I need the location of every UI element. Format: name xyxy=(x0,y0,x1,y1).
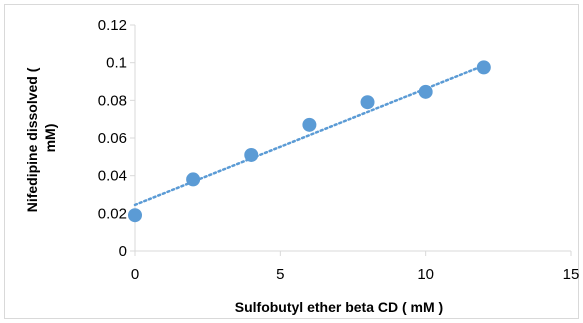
chart-area: 0 0.02 0.04 0.06 0.08 0.1 0.12 0 5 10 15 Sulfobut… xyxy=(4,4,579,319)
data-point xyxy=(128,208,142,223)
data-points xyxy=(128,60,491,223)
data-point xyxy=(418,84,433,99)
y-tick-label: 0.12 xyxy=(98,17,127,34)
x-tick-label: 5 xyxy=(276,266,284,283)
y-tick-label: 0.04 xyxy=(98,168,127,185)
y-tick-label: 0.1 xyxy=(106,55,127,72)
y-axis-title-line-1: Nifedipine dissolved ( xyxy=(24,67,40,212)
y-tick-label: 0.08 xyxy=(98,92,127,109)
trendline xyxy=(133,64,486,207)
x-tick-label: 15 xyxy=(563,266,580,283)
x-tick-label: 10 xyxy=(417,266,434,283)
data-point xyxy=(302,117,317,132)
scatter-chart: 0 0.02 0.04 0.06 0.08 0.1 0.12 0 5 10 15 Sulfobut… xyxy=(24,17,580,315)
data-point xyxy=(360,95,375,110)
y-tick-label: 0.02 xyxy=(98,205,127,222)
y-axis-ticks: 0 0.02 0.04 0.06 0.08 0.1 0.12 xyxy=(98,17,135,260)
data-point xyxy=(244,147,259,162)
x-axis-ticks: 0 5 10 15 xyxy=(131,251,580,283)
y-axis-title: Nifedipine dissolved ( mM) xyxy=(24,64,58,213)
y-tick-label: 0.06 xyxy=(98,130,127,147)
data-point xyxy=(186,172,201,187)
x-tick-label: 0 xyxy=(131,266,139,283)
x-axis-title: Sulfobutyl ether beta CD ( mM ) xyxy=(235,299,443,315)
data-point xyxy=(476,60,491,75)
y-tick-label: 0 xyxy=(119,243,127,260)
y-axis-title-line-2: mM) xyxy=(42,124,58,153)
